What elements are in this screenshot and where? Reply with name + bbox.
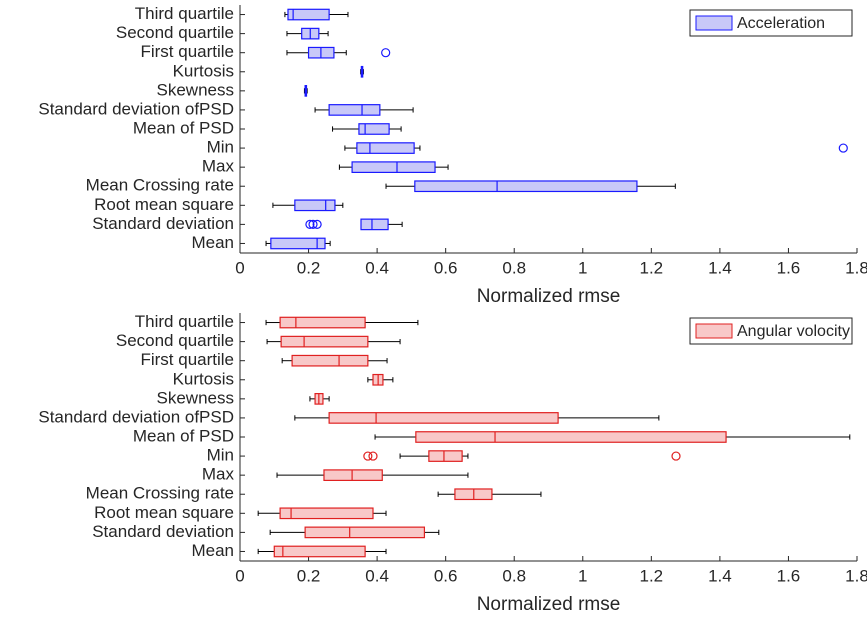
y-tick-label: First quartile <box>140 42 234 61</box>
y-tick-label: Kurtosis <box>173 369 234 388</box>
y-tick-label: Min <box>207 446 234 465</box>
box <box>328 412 559 424</box>
x-tick-label: 0.2 <box>297 258 321 277</box>
box <box>270 237 326 250</box>
outlier <box>308 219 318 229</box>
box <box>304 526 426 539</box>
legend-swatch <box>695 15 733 31</box>
y-tick-label: Mean Crossing rate <box>86 484 234 503</box>
box <box>287 8 330 21</box>
y-tick-label: Root mean square <box>94 195 234 214</box>
x-tick-label: 1.2 <box>640 258 664 277</box>
box <box>358 123 390 135</box>
x-tick-label: 0 <box>235 258 244 277</box>
outlier <box>381 48 391 58</box>
y-tick-label: Max <box>202 465 235 484</box>
x-tick-label: 0 <box>235 566 244 585</box>
box <box>280 335 369 348</box>
outlier <box>368 451 378 461</box>
x-tick-label: 1.4 <box>708 566 732 585</box>
x-tick-label: 1.6 <box>777 258 801 277</box>
x-tick-label: 1.8 <box>845 566 867 585</box>
x-tick-label: 0.4 <box>365 258 389 277</box>
box <box>279 507 374 520</box>
y-tick-label: Kurtosis <box>173 61 234 80</box>
box <box>351 161 436 174</box>
box <box>294 199 336 212</box>
x-tick-label: 0.8 <box>502 258 526 277</box>
y-tick-label: Third quartile <box>135 4 234 23</box>
x-tick-label: 0.6 <box>434 566 458 585</box>
y-tick-label: Mean of PSD <box>133 118 234 137</box>
x-tick-label: 0.2 <box>297 566 321 585</box>
x-tick-label: 1.2 <box>640 566 664 585</box>
y-tick-label: Skewness <box>157 388 234 407</box>
outlier <box>305 219 315 229</box>
y-tick-label: Skewness <box>157 80 234 99</box>
x-axis-label: Normalized rmse <box>477 286 621 307</box>
legend-label: Angular volocity <box>737 323 850 340</box>
x-tick-label: 1.6 <box>777 566 801 585</box>
y-tick-label: Mean of PSD <box>133 426 234 445</box>
y-tick-label: Mean <box>191 541 234 560</box>
box <box>273 545 366 558</box>
outlier <box>363 451 373 461</box>
x-tick-label: 1 <box>578 566 587 585</box>
legend-swatch <box>695 323 733 339</box>
x-tick-label: 0.4 <box>365 566 389 585</box>
y-tick-label: Max <box>202 157 235 176</box>
x-tick-label: 0.8 <box>502 566 526 585</box>
x-tick-label: 1.8 <box>845 258 867 277</box>
panel: 0 0.2 0.4 0.6 0.8 1 1.2 1.4 1.6 1.8 Normalized rms… <box>38 312 867 615</box>
y-tick-label: Mean <box>191 233 234 252</box>
box <box>414 180 638 193</box>
outlier <box>671 451 681 461</box>
legend-label: Acceleration <box>737 15 825 32</box>
y-tick-label: Standard deviation ofPSD <box>38 407 234 426</box>
outlier <box>838 143 848 153</box>
box <box>279 316 366 329</box>
y-tick-label: Root mean square <box>94 503 234 522</box>
box <box>328 104 381 116</box>
x-tick-label: 1.4 <box>708 258 732 277</box>
box <box>356 142 415 154</box>
box <box>291 354 369 367</box>
box <box>428 450 463 462</box>
x-tick-label: 1 <box>578 258 587 277</box>
box <box>415 431 727 443</box>
y-tick-label: Third quartile <box>135 312 234 331</box>
y-tick-label: Mean Crossing rate <box>86 176 234 195</box>
y-tick-label: Second quartile <box>116 23 234 42</box>
y-tick-label: Standard deviation ofPSD <box>38 99 234 118</box>
x-axis-label: Normalized rmse <box>477 594 621 615</box>
x-tick-label: 0.6 <box>434 258 458 277</box>
box <box>323 469 383 481</box>
y-tick-label: Standard deviation <box>92 214 234 233</box>
y-tick-label: Standard deviation <box>92 522 234 541</box>
y-tick-label: First quartile <box>140 350 234 369</box>
box <box>360 218 389 231</box>
panel: 0 0.2 0.4 0.6 0.8 1 1.2 1.4 1.6 1.8 Normalized rms… <box>38 4 867 307</box>
y-tick-label: Min <box>207 138 234 157</box>
legend-frame <box>689 9 853 37</box>
outlier <box>312 219 322 229</box>
y-tick-label: Second quartile <box>116 331 234 350</box>
